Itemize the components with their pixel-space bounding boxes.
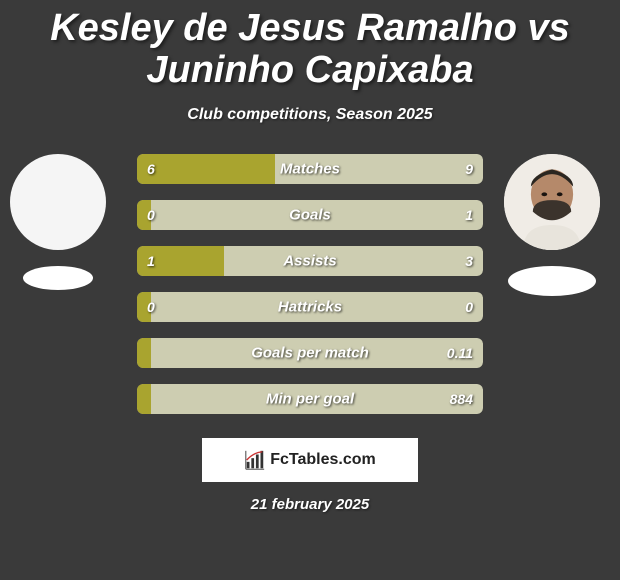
stat-label: Matches bbox=[280, 160, 340, 177]
stat-row: Assists 1 3 bbox=[137, 246, 483, 276]
stat-value-right: 0.11 bbox=[447, 345, 473, 361]
stat-label: Goals per match bbox=[251, 344, 369, 361]
player-left-avatar bbox=[10, 154, 106, 250]
bar-left-fill bbox=[137, 338, 151, 368]
player-right-photo bbox=[504, 154, 600, 250]
watermark: FcTables.com bbox=[202, 438, 418, 482]
stat-value-right: 9 bbox=[465, 161, 473, 177]
player-left-block bbox=[10, 154, 106, 290]
stat-value-left: 0 bbox=[147, 207, 155, 223]
stat-value-left: 1 bbox=[147, 253, 155, 269]
bar-left-fill bbox=[137, 154, 275, 184]
comparison-content: Matches69Goals01Assists13Hattricks00Goal… bbox=[0, 154, 620, 414]
player-left-flag bbox=[23, 266, 93, 290]
stat-bars: Matches69Goals01Assists13Hattricks00Goal… bbox=[137, 154, 483, 414]
stat-label: Goals bbox=[289, 206, 331, 223]
stat-row: Min per goal 884 bbox=[137, 384, 483, 414]
stat-row: Goals per match 0.11 bbox=[137, 338, 483, 368]
stat-value-right: 1 bbox=[465, 207, 473, 223]
stat-value-left: 6 bbox=[147, 161, 155, 177]
subtitle: Club competitions, Season 2025 bbox=[0, 106, 620, 124]
player-right-block bbox=[504, 154, 600, 296]
stat-row: Goals 0 1 bbox=[137, 200, 483, 230]
stat-value-right: 3 bbox=[465, 253, 473, 269]
bar-left-fill bbox=[137, 384, 151, 414]
chart-icon bbox=[244, 449, 266, 471]
stat-label: Min per goal bbox=[266, 390, 354, 407]
watermark-text: FcTables.com bbox=[270, 451, 376, 469]
player-right-avatar bbox=[504, 154, 600, 250]
stat-row: Matches 6 9 bbox=[137, 154, 483, 184]
stat-label: Hattricks bbox=[278, 298, 342, 315]
player-right-flag bbox=[508, 266, 596, 296]
page-title: Kesley de Jesus Ramalho vs Juninho Capix… bbox=[0, 0, 620, 92]
stat-value-left: 0 bbox=[147, 299, 155, 315]
stat-value-right: 884 bbox=[450, 391, 473, 407]
date-text: 21 february 2025 bbox=[0, 496, 620, 513]
stat-label: Assists bbox=[283, 252, 336, 269]
stat-value-right: 0 bbox=[465, 299, 473, 315]
stat-row: Hattricks 0 0 bbox=[137, 292, 483, 322]
